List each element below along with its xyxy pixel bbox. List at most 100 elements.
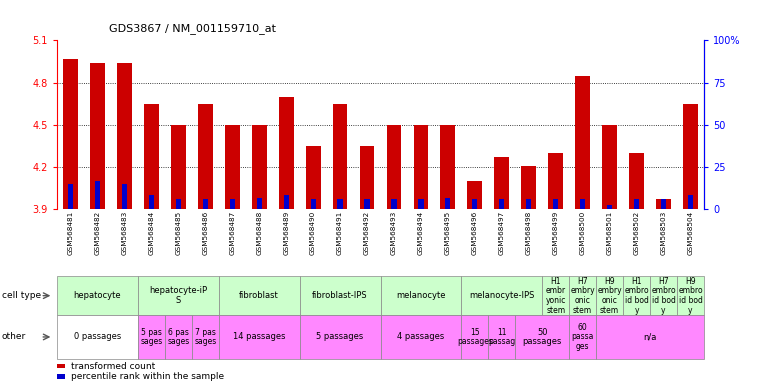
Bar bbox=[391, 199, 396, 209]
Bar bbox=[413, 125, 428, 209]
Bar bbox=[224, 125, 240, 209]
Bar bbox=[656, 199, 671, 209]
Bar bbox=[634, 199, 639, 209]
Bar bbox=[607, 205, 612, 209]
Text: H1
embro
id bod
y: H1 embro id bod y bbox=[624, 276, 649, 315]
Text: percentile rank within the sample: percentile rank within the sample bbox=[71, 372, 224, 381]
Bar bbox=[63, 59, 78, 209]
Bar bbox=[596, 276, 623, 315]
Bar bbox=[461, 276, 542, 315]
Text: 0 passages: 0 passages bbox=[74, 333, 121, 341]
Text: 11
passag: 11 passag bbox=[488, 328, 515, 346]
Bar bbox=[596, 315, 704, 359]
Bar bbox=[602, 125, 617, 209]
Bar bbox=[360, 146, 374, 209]
Bar bbox=[553, 199, 559, 209]
Bar bbox=[445, 198, 451, 209]
Text: 4 passages: 4 passages bbox=[397, 333, 444, 341]
Bar bbox=[419, 199, 424, 209]
Bar bbox=[337, 199, 342, 209]
Text: 60
passa
ges: 60 passa ges bbox=[572, 323, 594, 351]
Bar bbox=[219, 315, 300, 359]
Text: 6 pas
sages: 6 pas sages bbox=[167, 328, 189, 346]
Bar bbox=[284, 195, 288, 209]
Bar bbox=[569, 315, 596, 359]
Bar bbox=[57, 364, 65, 368]
Bar bbox=[176, 199, 181, 209]
Bar bbox=[230, 199, 235, 209]
Bar bbox=[138, 276, 219, 315]
Bar bbox=[661, 199, 666, 209]
Bar bbox=[365, 199, 370, 209]
Text: melanocyte-IPS: melanocyte-IPS bbox=[469, 291, 534, 300]
Bar bbox=[380, 276, 461, 315]
Bar bbox=[548, 153, 563, 209]
Bar bbox=[387, 125, 401, 209]
Bar bbox=[279, 97, 294, 209]
Bar bbox=[68, 184, 73, 209]
Bar bbox=[95, 181, 100, 209]
Bar bbox=[192, 315, 219, 359]
Bar bbox=[333, 104, 348, 209]
Text: 15
passages: 15 passages bbox=[457, 328, 493, 346]
Bar bbox=[521, 166, 537, 209]
Text: H7
embry
onic
stem: H7 embry onic stem bbox=[570, 276, 595, 315]
Bar bbox=[202, 199, 208, 209]
Text: hepatocyte-iP
S: hepatocyte-iP S bbox=[149, 286, 208, 305]
Bar bbox=[57, 276, 138, 315]
Bar bbox=[171, 125, 186, 209]
Bar bbox=[198, 104, 213, 209]
Bar bbox=[569, 276, 596, 315]
Text: transformed count: transformed count bbox=[71, 361, 155, 371]
Bar bbox=[495, 157, 509, 209]
Bar bbox=[515, 315, 569, 359]
Bar bbox=[575, 76, 590, 209]
Text: 7 pas
sages: 7 pas sages bbox=[194, 328, 216, 346]
Bar bbox=[310, 199, 316, 209]
Bar bbox=[650, 276, 677, 315]
Text: cell type: cell type bbox=[2, 291, 40, 300]
Text: H1
embr
yonic
stem: H1 embr yonic stem bbox=[546, 276, 566, 315]
Text: 5 passages: 5 passages bbox=[317, 333, 364, 341]
Text: melanocyte: melanocyte bbox=[396, 291, 446, 300]
Bar bbox=[90, 63, 105, 209]
Bar bbox=[306, 146, 320, 209]
Bar bbox=[144, 104, 159, 209]
Text: hepatocyte: hepatocyte bbox=[74, 291, 121, 300]
Text: 50
passages: 50 passages bbox=[523, 328, 562, 346]
Bar bbox=[256, 198, 262, 209]
Bar bbox=[629, 153, 644, 209]
Bar bbox=[526, 199, 531, 209]
Bar bbox=[165, 315, 192, 359]
Bar bbox=[57, 315, 138, 359]
Bar bbox=[252, 125, 266, 209]
Bar bbox=[219, 276, 300, 315]
Bar bbox=[688, 195, 693, 209]
Bar bbox=[300, 276, 380, 315]
Text: H9
embry
onic
stem: H9 embry onic stem bbox=[597, 276, 622, 315]
Bar bbox=[499, 199, 505, 209]
Bar bbox=[683, 104, 698, 209]
Text: n/a: n/a bbox=[643, 333, 657, 341]
Text: H7
embro
id bod
y: H7 embro id bod y bbox=[651, 276, 676, 315]
Bar bbox=[467, 181, 482, 209]
Text: 5 pas
sages: 5 pas sages bbox=[140, 328, 163, 346]
Bar bbox=[57, 374, 65, 379]
Bar bbox=[489, 315, 515, 359]
Text: H9
embro
id bod
y: H9 embro id bod y bbox=[678, 276, 702, 315]
Bar bbox=[380, 315, 461, 359]
Bar bbox=[580, 199, 585, 209]
Bar bbox=[300, 315, 380, 359]
Text: other: other bbox=[2, 333, 26, 341]
Bar bbox=[623, 276, 650, 315]
Bar bbox=[122, 184, 127, 209]
Bar bbox=[138, 315, 165, 359]
Bar bbox=[441, 125, 455, 209]
Bar bbox=[149, 195, 154, 209]
Bar bbox=[677, 276, 704, 315]
Bar bbox=[473, 199, 477, 209]
Bar bbox=[461, 315, 489, 359]
Bar bbox=[542, 276, 569, 315]
Bar bbox=[117, 63, 132, 209]
Text: 14 passages: 14 passages bbox=[233, 333, 285, 341]
